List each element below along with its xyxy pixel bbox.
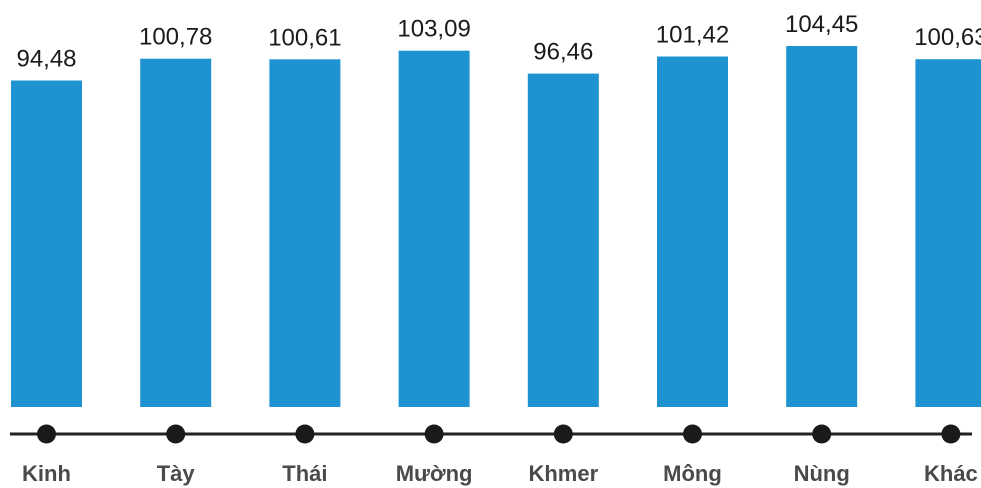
category-label-mong: Mông xyxy=(663,461,722,486)
value-label-tay: 100,78 xyxy=(139,24,212,51)
category-label-muong: Mường xyxy=(396,461,473,486)
value-labels-group: 94,48 100,78 100,61 103,09 96,46 101,42 104,45… xyxy=(16,11,981,73)
bar-khac xyxy=(915,59,981,407)
category-labels-group: Kinh Tày Thái Mường Khmer Mông Nùng Khác xyxy=(22,461,978,486)
value-label-mong: 101,42 xyxy=(656,22,729,49)
value-label-khmer: 96,46 xyxy=(533,39,593,66)
category-label-khac: Khác xyxy=(924,461,978,486)
axis-marker-nung xyxy=(812,424,832,444)
category-label-kinh: Kinh xyxy=(22,461,71,486)
category-label-tay: Tày xyxy=(157,461,196,486)
value-label-khac: 100,63 xyxy=(914,24,981,51)
category-label-nung: Nùng xyxy=(794,461,850,486)
axis-marker-khac xyxy=(941,424,961,444)
value-label-thai: 100,61 xyxy=(268,24,341,51)
axis-marker-tay xyxy=(166,424,186,444)
bar-thai xyxy=(269,59,341,408)
bars-group xyxy=(11,46,981,408)
bar-mong xyxy=(657,56,728,407)
axis-marker-muong xyxy=(424,424,444,444)
axis-marker-thai xyxy=(295,424,315,444)
category-label-thai: Thái xyxy=(282,461,327,486)
axis-marker-mong xyxy=(683,424,702,444)
axis-marker-khmer xyxy=(553,424,573,444)
bar-nung xyxy=(786,46,858,407)
bar-kinh xyxy=(11,80,82,407)
bar-tay xyxy=(140,58,212,407)
axis-marker-kinh xyxy=(37,424,56,444)
category-label-khmer: Khmer xyxy=(528,461,598,486)
bar-khmer xyxy=(527,73,599,407)
bar-muong xyxy=(398,50,470,407)
value-label-nung: 104,45 xyxy=(785,11,858,38)
value-label-kinh: 94,48 xyxy=(16,46,76,73)
axis-markers-group xyxy=(37,424,961,444)
value-label-muong: 103,09 xyxy=(397,16,470,43)
